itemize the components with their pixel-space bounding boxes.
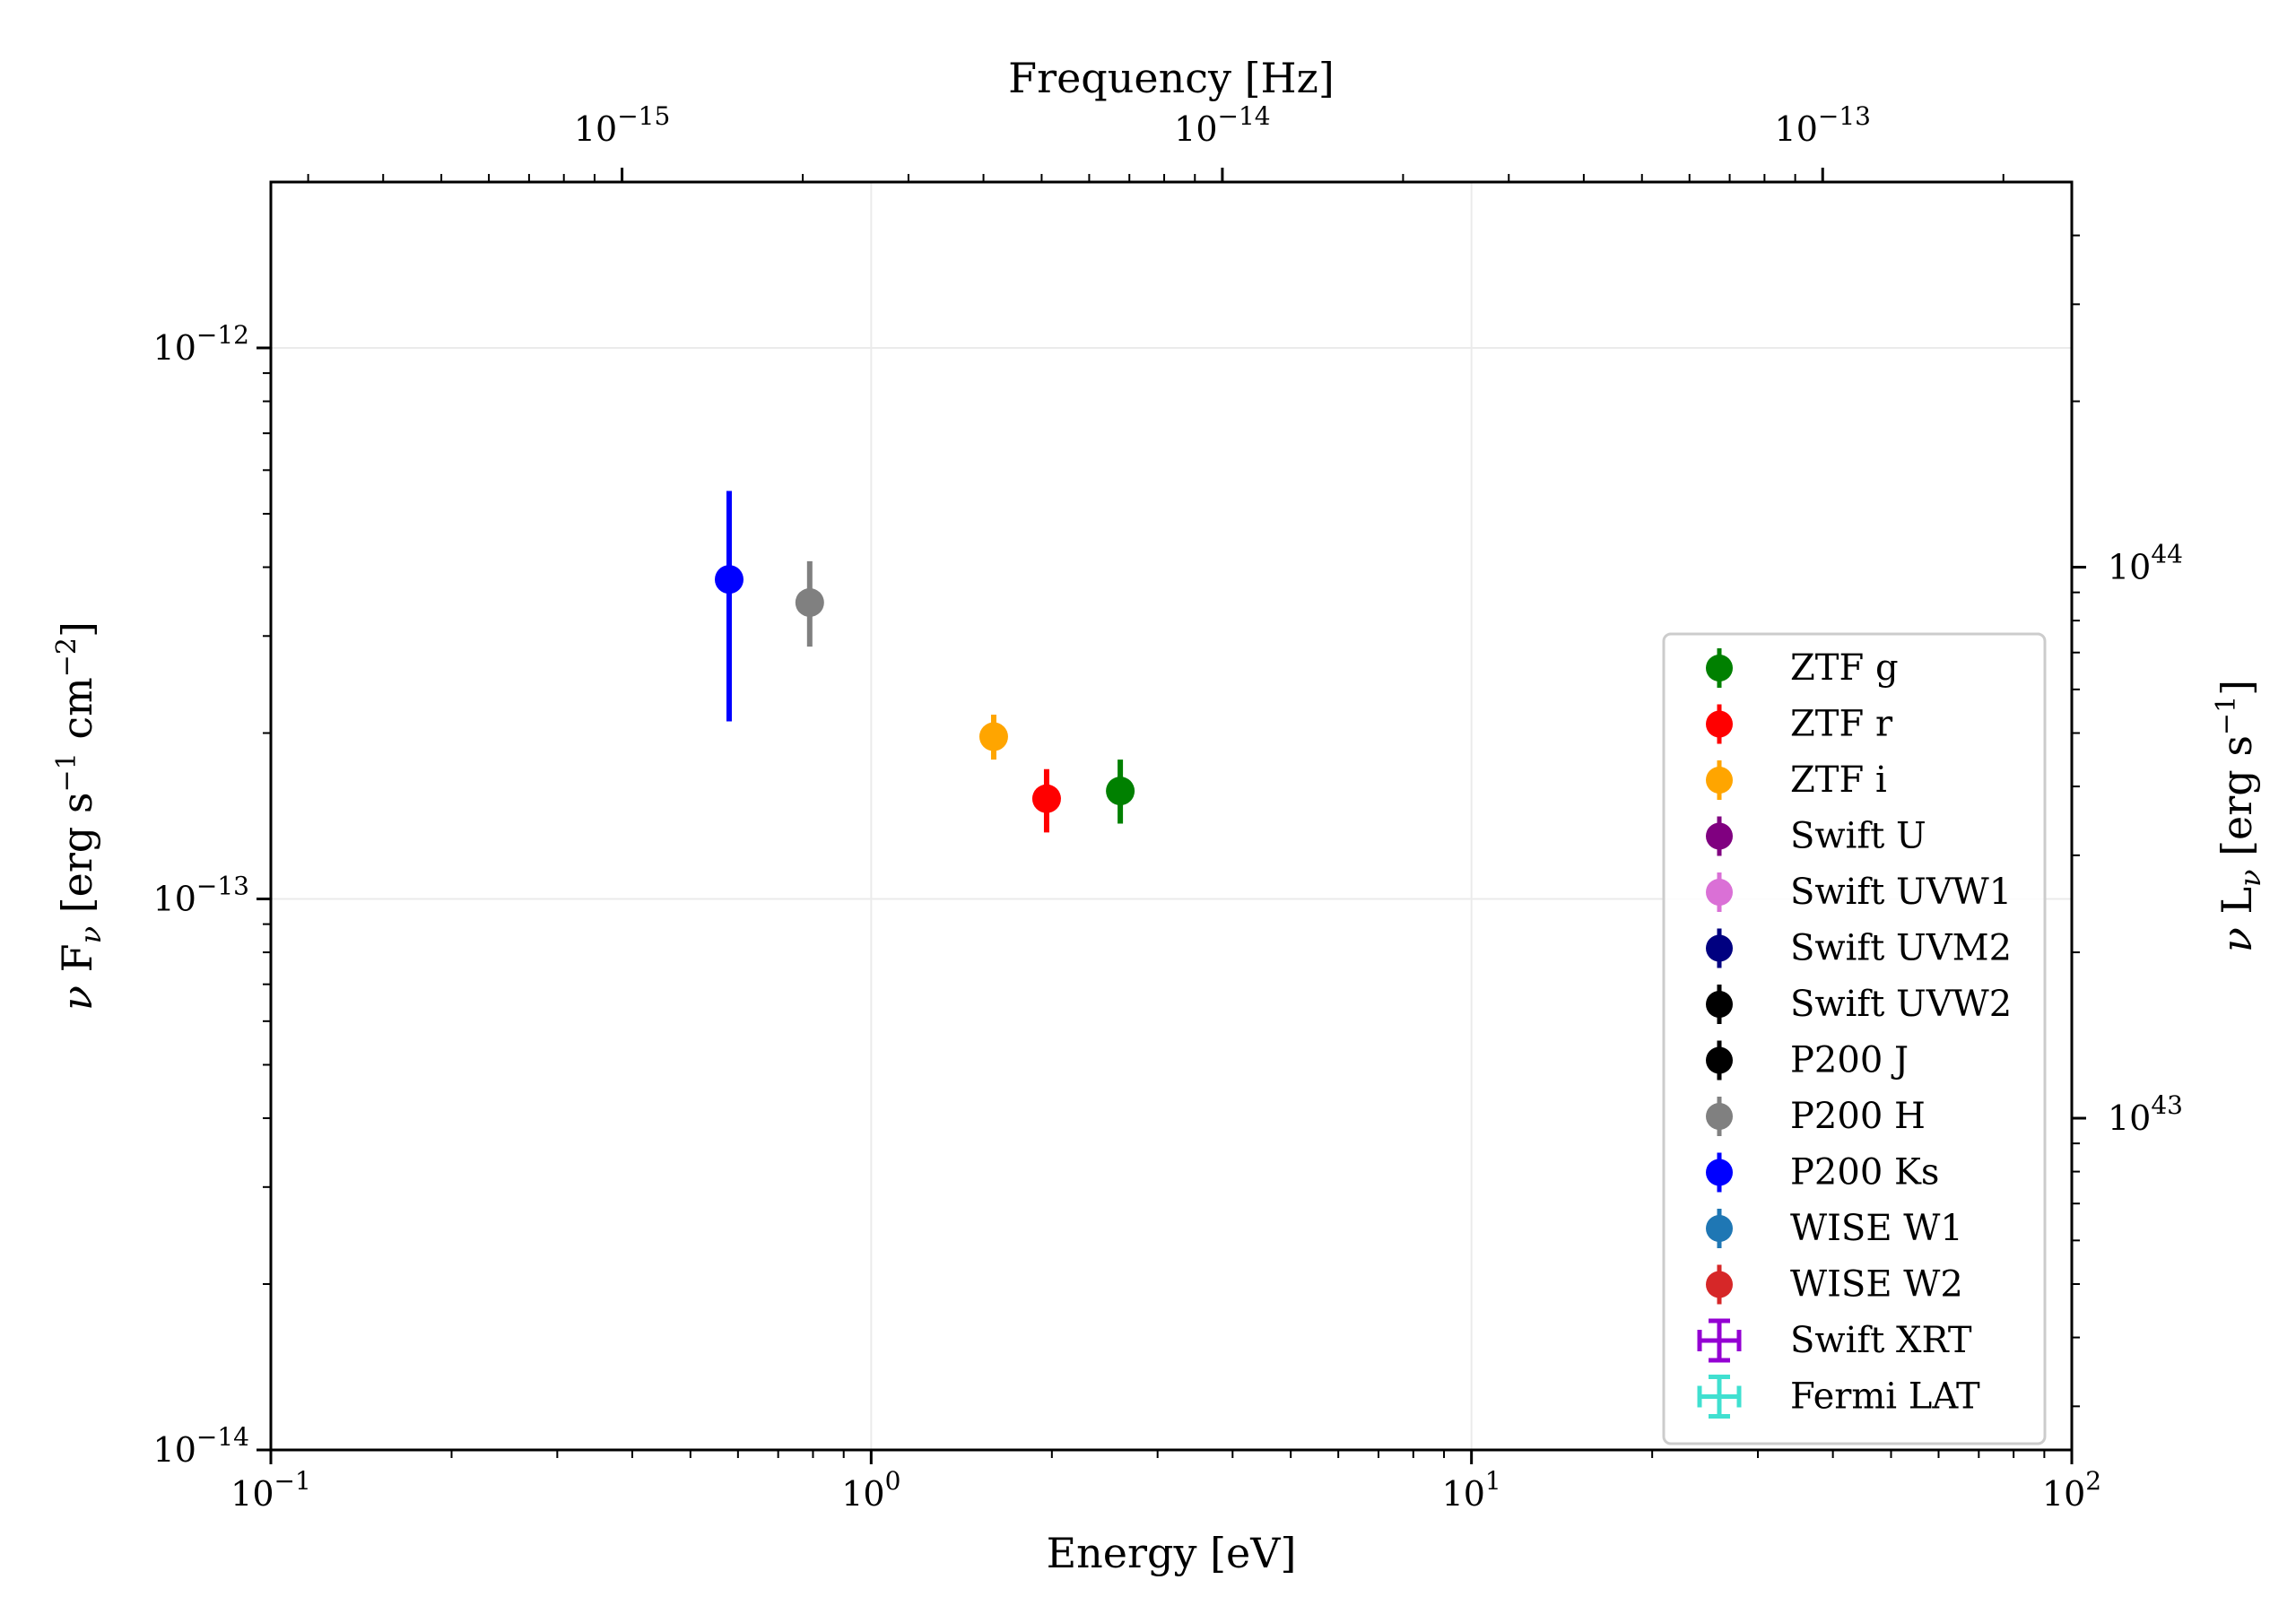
data-point [1106,777,1135,806]
legend-box [1662,632,2047,1445]
top-tick-label: 10−14 [1174,101,1270,149]
legend-label: P200 H [1790,1096,1926,1137]
legend-marker [1706,1103,1733,1130]
top-x-axis-label: Frequency [Hz] [1008,54,1335,102]
legend-label: Swift U [1790,816,1926,857]
y-tick-label: 10−12 [153,320,249,368]
legend-label: P200 Ks [1790,1152,1939,1193]
legend-marker [1706,655,1733,681]
legend-label: WISE W2 [1790,1264,1963,1306]
x-axis-label: Energy [eV] [1047,1529,1297,1577]
y-axis-label: ν Fν [erg s−1 cm−2] [51,621,108,1011]
data-point [795,587,824,617]
legend-marker [1706,1046,1733,1074]
legend-marker [1706,822,1733,850]
right-tick-label: 1044 [2108,540,2183,587]
data-point [714,565,744,595]
legend-label: ZTF i [1790,759,1887,801]
x-tick-label: 10−1 [230,1466,311,1514]
right-tick-label: 1043 [2108,1090,2183,1138]
legend-label: Swift UVW2 [1790,984,2012,1025]
legend-marker [1706,991,1733,1018]
data-points [714,490,1135,833]
legend-label: P200 J [1790,1040,1909,1081]
legend: ZTF g ZTF r ZTF i Swift U Swift UVW1 Swift UV… [1662,632,2047,1445]
top-tick-label: 10−15 [574,101,670,149]
legend-marker [1706,1159,1733,1186]
x-tick-label: 102 [2042,1466,2101,1514]
right-y-axis-label: ν Lν [erg s−1] [2211,680,2267,952]
data-point [978,722,1008,751]
legend-marker [1706,1215,1733,1242]
x-tick-label: 100 [841,1466,900,1514]
legend-label: Swift XRT [1790,1320,1972,1361]
legend-label: WISE W1 [1790,1208,1963,1249]
legend-label: ZTF r [1790,704,1893,745]
plot-frame [269,180,2074,1452]
y-tick-label: 10−14 [153,1422,249,1470]
x-tick-label: 101 [1442,1466,1501,1514]
legend-label: Swift UVW1 [1790,872,2012,913]
top-tick-label: 10−13 [1775,101,1871,149]
legend-label: ZTF g [1790,647,1899,689]
legend-label: Fermi LAT [1790,1376,1980,1418]
legend-marker [1706,879,1733,906]
data-point [1031,784,1061,813]
legend-marker [1706,767,1733,794]
legend-marker [1706,934,1733,962]
legend-marker [1706,710,1733,738]
legend-marker [1706,1271,1733,1298]
y-tick-label: 10−13 [153,871,249,918]
legend-label: Swift UVM2 [1790,928,2012,969]
